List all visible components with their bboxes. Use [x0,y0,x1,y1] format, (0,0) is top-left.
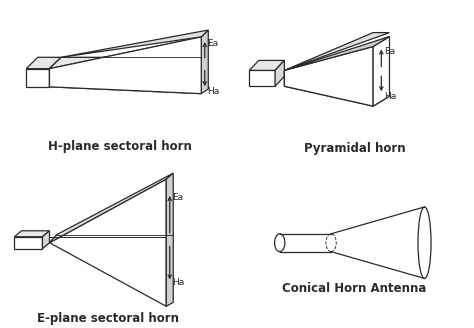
Polygon shape [284,36,390,71]
Text: Ea: Ea [208,39,219,48]
Polygon shape [26,57,61,69]
Ellipse shape [274,234,285,252]
Polygon shape [49,37,201,94]
Text: Pyramidal horn: Pyramidal horn [304,142,405,155]
Polygon shape [249,60,284,71]
Polygon shape [49,179,166,306]
Polygon shape [26,69,49,87]
Polygon shape [49,37,201,69]
Text: Conical Horn Antenna: Conical Horn Antenna [283,282,427,296]
Polygon shape [43,231,49,249]
Text: Ha: Ha [173,278,185,287]
Text: E-plane sectoral horn: E-plane sectoral horn [37,312,179,325]
Text: Ea: Ea [383,47,395,55]
Text: Ha: Ha [208,87,220,96]
Polygon shape [49,75,201,94]
Polygon shape [249,71,275,86]
Text: H-plane sectoral horn: H-plane sectoral horn [47,140,191,154]
Polygon shape [14,237,43,249]
Polygon shape [373,36,390,106]
Polygon shape [61,30,208,57]
Text: Ha: Ha [383,92,396,101]
Polygon shape [49,173,173,243]
Text: Ea: Ea [173,193,184,202]
Polygon shape [166,173,173,306]
Polygon shape [284,47,373,106]
Polygon shape [275,60,284,86]
Polygon shape [284,32,390,71]
Polygon shape [284,36,390,78]
Polygon shape [49,57,61,87]
Polygon shape [201,30,208,94]
Ellipse shape [418,207,431,278]
Polygon shape [284,78,390,106]
Polygon shape [14,231,49,237]
